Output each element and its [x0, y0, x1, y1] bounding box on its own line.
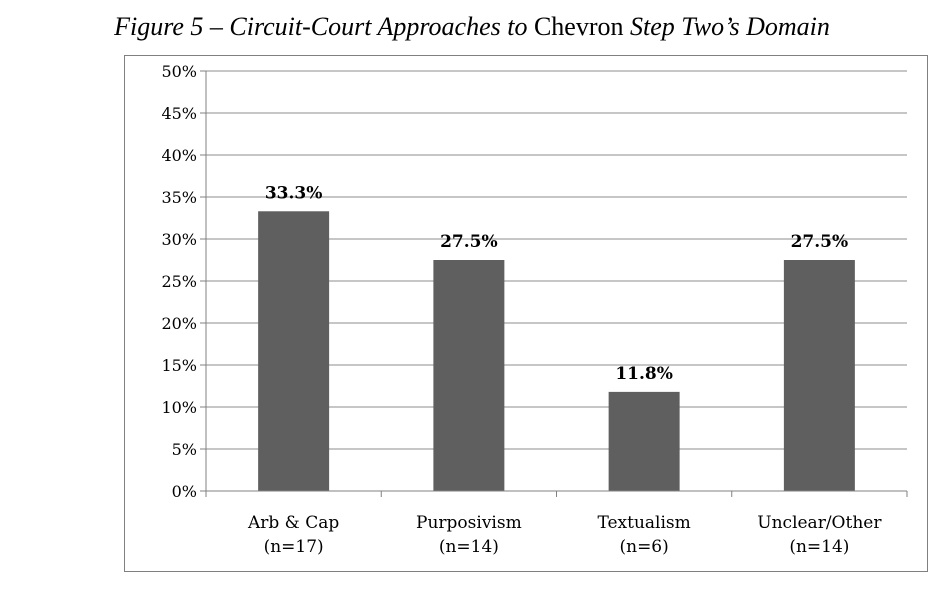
category-count-label: (n=14): [439, 537, 499, 557]
bar: [783, 260, 855, 491]
category-count-label: (n=6): [619, 537, 668, 557]
y-tick-label: 40%: [161, 146, 197, 165]
y-axis-ticks: 0% 5% 10% 15% 20% 25% 30% 35% 40% 45% 50%: [161, 62, 206, 501]
category-label: Textualism: [597, 513, 690, 533]
y-tick-label: 20%: [161, 314, 197, 333]
y-tick-label: 45%: [161, 104, 197, 123]
axes: [205, 71, 907, 492]
y-tick-label: 35%: [161, 188, 197, 207]
figure-title: Figure 5 – Circuit-Court Approaches to C…: [0, 12, 944, 42]
bars: [258, 211, 855, 491]
data-label: 33.3%: [265, 183, 323, 203]
x-axis-ticks: [205, 491, 908, 497]
data-label: 11.8%: [615, 364, 673, 384]
bar: [608, 391, 680, 491]
category-labels: Arb & Cap (n=17) Purposivism (n=14) Textuali…: [247, 513, 882, 557]
chart-frame: [124, 55, 928, 572]
data-labels: 33.3% 27.5% 11.8% 27.5%: [265, 183, 848, 384]
data-label: 27.5%: [791, 232, 849, 252]
category-count-label: (n=14): [789, 537, 849, 557]
y-tick-label: 50%: [161, 62, 197, 81]
figure-title-suffix: Step Two’s Domain: [623, 12, 830, 41]
figure-title-chevron: Chevron: [533, 12, 624, 41]
y-tick-label: 5%: [172, 440, 197, 459]
category-label: Unclear/Other: [757, 513, 882, 533]
category-count-label: (n=17): [264, 537, 324, 557]
bar: [258, 211, 330, 491]
y-tick-label: 15%: [161, 356, 197, 375]
category-label: Purposivism: [416, 513, 522, 533]
y-tick-label: 30%: [161, 230, 197, 249]
figure-title-prefix: Figure 5 – Circuit-Court Approaches to: [114, 12, 534, 41]
y-tick-label: 0%: [172, 482, 197, 501]
bar: [433, 260, 505, 491]
y-tick-label: 25%: [161, 272, 197, 291]
category-label: Arb & Cap: [247, 513, 339, 533]
y-tick-label: 10%: [161, 398, 197, 417]
data-label: 27.5%: [440, 232, 498, 252]
